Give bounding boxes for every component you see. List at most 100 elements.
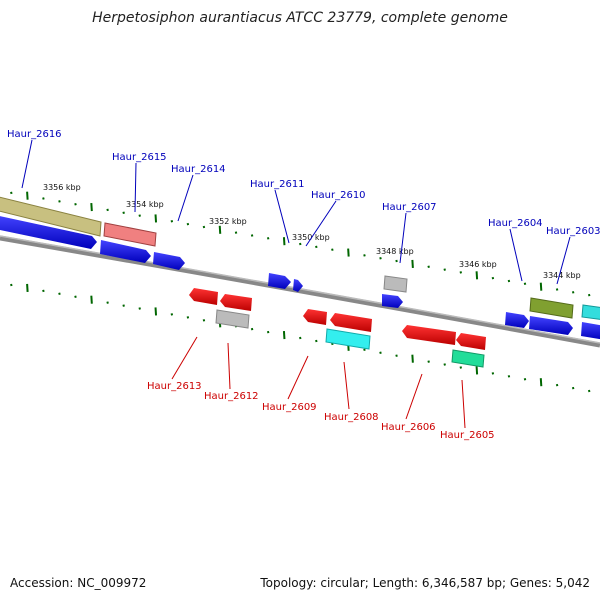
tick-mark <box>395 354 398 357</box>
tick-mark <box>10 283 13 287</box>
tick-label: 3348 kbp <box>376 247 414 256</box>
tick-mark <box>26 191 29 200</box>
tick-mark <box>234 231 238 234</box>
label-leader-line <box>405 373 423 420</box>
tick-mark <box>170 313 174 316</box>
gene-label[interactable]: Haur_2610 <box>311 190 366 201</box>
feature-olive[interactable] <box>529 297 574 319</box>
tick-mark <box>315 339 318 343</box>
label-leader-line <box>274 189 290 244</box>
tick-mark <box>571 291 575 294</box>
tick-mark <box>395 259 398 263</box>
tick-mark <box>523 378 527 381</box>
tick-mark <box>154 307 158 316</box>
tick-mark <box>202 319 206 322</box>
tick-mark <box>379 256 382 260</box>
gene-label[interactable]: Haur_2613 <box>147 381 202 392</box>
tick-mark <box>507 279 511 283</box>
feature-cyan[interactable] <box>581 304 600 320</box>
tick-mark <box>106 301 109 304</box>
gene-label[interactable]: Haur_2612 <box>204 391 259 402</box>
tick-mark <box>90 202 93 212</box>
tick-mark <box>122 211 125 214</box>
tick-mark <box>154 214 158 223</box>
tick-label: 3354 kbp <box>126 200 164 209</box>
tick-mark <box>74 295 77 298</box>
gene-label[interactable]: Haur_2614 <box>171 164 226 175</box>
gene-label[interactable]: Haur_2607 <box>382 202 437 213</box>
cds-reverse[interactable] <box>189 288 218 305</box>
tick-mark <box>555 383 559 387</box>
tick-label: 3352 kbp <box>209 217 247 226</box>
tick-mark <box>266 237 270 240</box>
gene-label[interactable]: Haur_2611 <box>250 179 305 190</box>
tick-mark <box>10 191 13 195</box>
label-leader-line <box>343 361 350 410</box>
gene-label[interactable]: Haur_2616 <box>7 129 62 140</box>
gene-haur-2616-band[interactable] <box>0 196 102 237</box>
tick-mark <box>587 389 591 393</box>
gene-label[interactable]: Haur_2604 <box>488 218 543 229</box>
tick-mark <box>315 245 318 249</box>
tick-label: 3344 kbp <box>543 271 581 280</box>
cds-reverse[interactable] <box>303 309 327 325</box>
cds-forward[interactable] <box>293 279 303 292</box>
gene-label[interactable]: Haur_2603 <box>546 226 600 237</box>
cds-forward[interactable] <box>268 273 291 289</box>
tick-mark <box>459 271 462 274</box>
tick-mark <box>250 234 254 237</box>
tick-mark <box>363 254 366 257</box>
cds-reverse[interactable] <box>456 333 486 350</box>
tick-mark <box>58 292 61 296</box>
cds-reverse[interactable] <box>220 294 252 311</box>
tick-mark <box>299 242 302 246</box>
tick-mark <box>379 351 382 354</box>
tick-mark <box>555 288 559 291</box>
gene-label[interactable]: Haur_2606 <box>381 422 436 433</box>
tick-mark <box>443 268 446 271</box>
cds-forward[interactable] <box>529 316 573 335</box>
tick-mark <box>299 336 302 340</box>
gene-label[interactable]: Haur_2605 <box>440 430 495 441</box>
tick-mark <box>266 330 270 334</box>
gene-label[interactable]: Haur_2608 <box>324 412 379 423</box>
tick-label: 3350 kbp <box>292 233 330 242</box>
cds-forward[interactable] <box>100 240 151 263</box>
gene-label[interactable]: Haur_2609 <box>262 402 317 413</box>
cds-reverse[interactable] <box>402 325 456 345</box>
feature-grey[interactable] <box>215 309 250 329</box>
tick-mark <box>90 295 93 304</box>
tick-mark <box>42 197 45 200</box>
tick-mark <box>58 200 61 203</box>
tick-mark <box>26 283 29 292</box>
tick-mark <box>170 220 174 223</box>
label-leader-line <box>177 174 194 222</box>
tick-mark <box>491 372 495 375</box>
feature-seagreen[interactable] <box>451 349 485 368</box>
cds-forward[interactable] <box>505 312 529 328</box>
tick-mark <box>250 327 254 331</box>
label-leader-line <box>171 336 198 380</box>
label-leader-line <box>509 228 523 282</box>
cds-forward[interactable] <box>581 322 600 340</box>
gene-haur-2615-band[interactable] <box>103 222 157 247</box>
tick-mark <box>539 282 543 291</box>
label-leader-line <box>399 212 407 264</box>
cds-forward[interactable] <box>382 294 403 308</box>
tick-mark <box>347 248 350 257</box>
tick-mark <box>475 271 479 280</box>
cds-forward[interactable] <box>153 252 185 270</box>
tick-mark <box>427 265 430 268</box>
cds-reverse[interactable] <box>330 313 372 332</box>
tick-mark <box>74 202 77 206</box>
feature-cyan[interactable] <box>325 328 371 350</box>
label-leader-line <box>305 200 337 247</box>
tick-mark <box>491 276 495 280</box>
gene-label[interactable]: Haur_2615 <box>112 152 167 163</box>
feature-grey[interactable] <box>383 275 408 293</box>
cds-forward[interactable] <box>0 215 97 249</box>
tick-mark <box>218 225 222 234</box>
tick-mark <box>186 316 190 319</box>
tick-mark <box>587 293 591 297</box>
tick-mark <box>427 360 430 363</box>
